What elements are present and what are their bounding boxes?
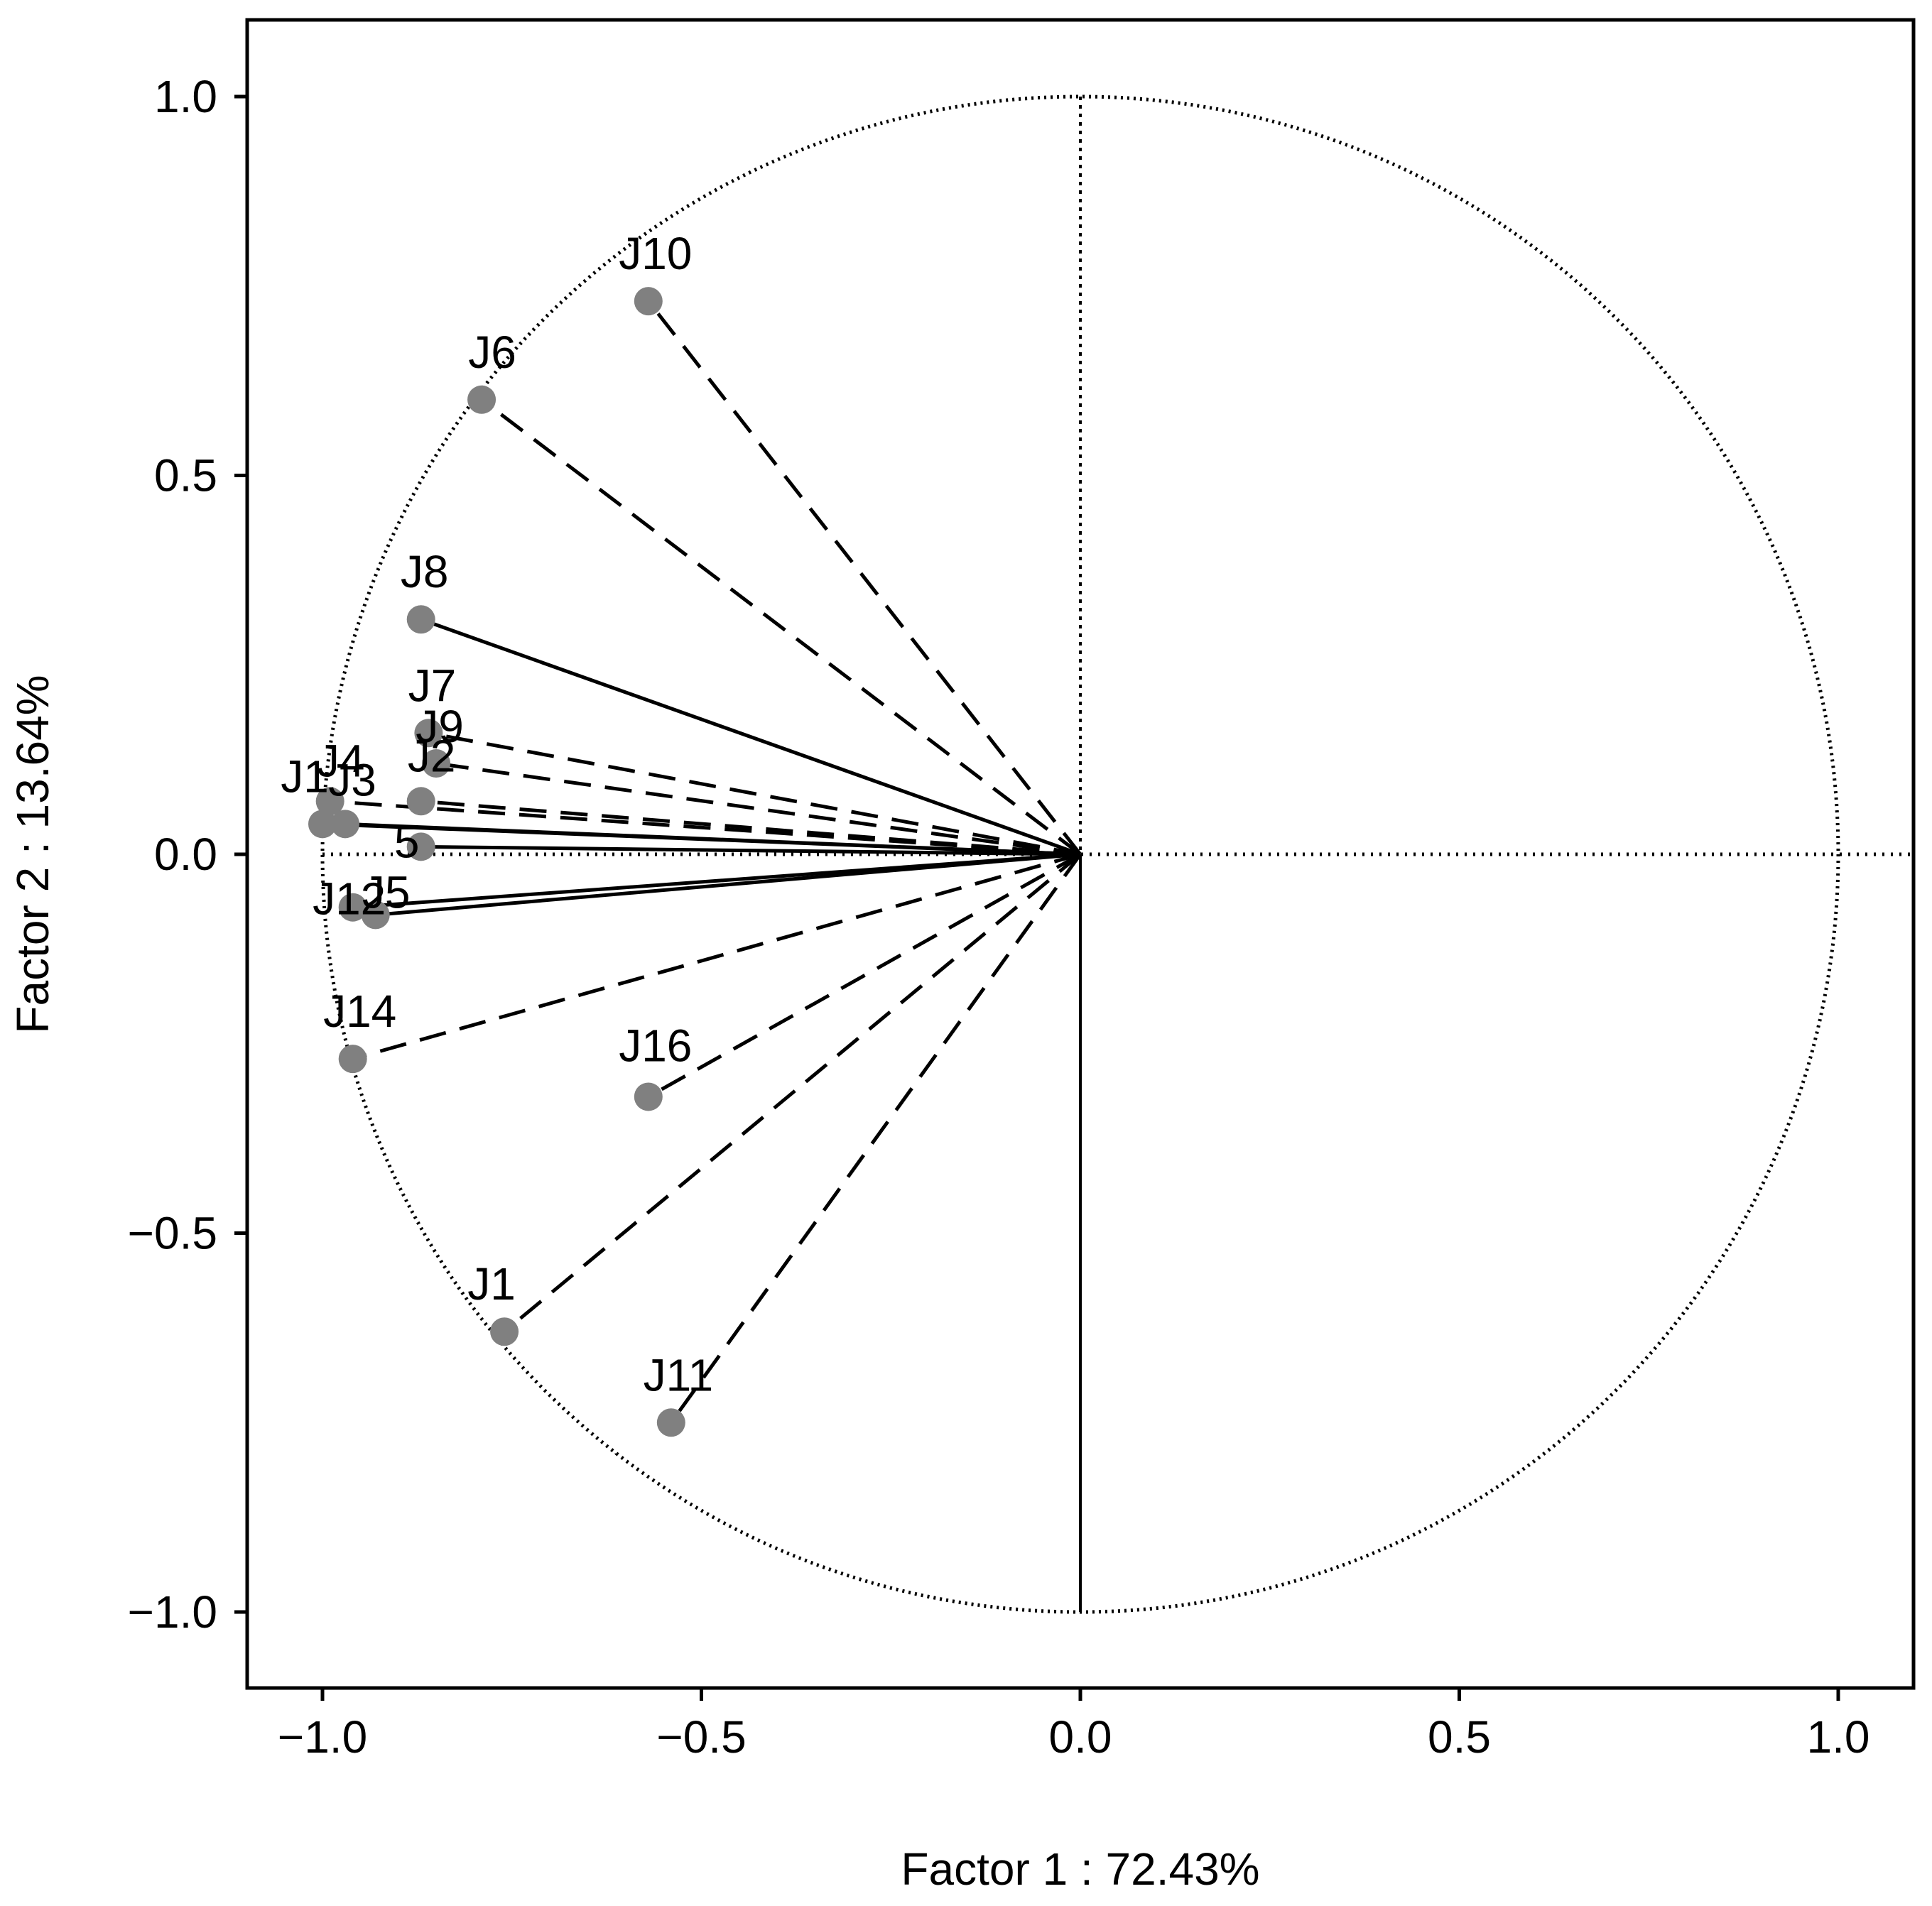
vector-j15: [420, 844, 1081, 856]
point-j10: [634, 287, 663, 316]
point-j15: [406, 832, 435, 861]
label-j1: J1: [467, 1258, 516, 1309]
y-tick-label: 0.5: [154, 450, 217, 501]
vector-j9: [435, 761, 1081, 856]
label-j8: J8: [401, 546, 449, 597]
label-j3: J3: [328, 754, 376, 805]
vector-j7: [428, 731, 1081, 856]
vector-j14: [352, 852, 1081, 1061]
vector-j10: [646, 300, 1082, 856]
point-j1: [490, 1317, 519, 1346]
y-tick-label: −1.0: [128, 1586, 217, 1638]
y-axis-title: Factor 2 : 13.64%: [7, 675, 58, 1033]
point-j16: [634, 1082, 663, 1111]
x-tick-label: −0.5: [656, 1711, 746, 1763]
vector-j4: [330, 799, 1081, 856]
vector-j13: [322, 822, 1081, 856]
vector-j2: [420, 799, 1081, 856]
x-axis-ticks: −1.0 −0.5 0.0 0.5 1.0: [278, 1688, 1870, 1763]
label-j2: J2: [408, 730, 456, 781]
point-j5: [361, 900, 390, 930]
point-j4: [315, 787, 344, 816]
x-tick-label: −1.0: [278, 1711, 367, 1763]
x-axis-title: Factor 1 : 72.43%: [901, 1844, 1259, 1895]
vector-j1: [503, 853, 1082, 1334]
label-j9: J9: [416, 701, 464, 752]
label-j10: J10: [619, 228, 692, 279]
guide-lines: [320, 94, 1914, 1614]
label-j5: J5: [362, 866, 411, 917]
point-j9: [422, 748, 451, 778]
label-j7: J7: [408, 660, 457, 711]
vector-j16: [647, 852, 1082, 1099]
point-j8: [406, 605, 435, 634]
label-j16: J16: [619, 1020, 692, 1071]
label-j14: J14: [323, 986, 396, 1037]
x-tick-label: 1.0: [1807, 1711, 1870, 1763]
loading-vectors: [322, 300, 1082, 1424]
label-j15: 5: [394, 816, 420, 867]
point-j6: [467, 385, 496, 414]
point-j3: [331, 810, 360, 839]
y-tick-label: 1.0: [154, 71, 217, 122]
point-j14: [338, 1045, 367, 1074]
point-j2: [406, 787, 435, 816]
x-tick-label: 0.0: [1049, 1711, 1112, 1763]
label-j4: J4: [317, 735, 365, 786]
vector-j11: [669, 853, 1082, 1424]
vector-j6: [480, 398, 1082, 856]
loading-points: [308, 287, 685, 1437]
point-j12: [338, 893, 367, 922]
x-tick-label: 0.5: [1428, 1711, 1491, 1763]
y-tick-label: 0.0: [154, 829, 217, 880]
y-tick-label: −0.5: [128, 1208, 217, 1259]
vector-j8: [420, 617, 1081, 856]
label-j6: J6: [468, 327, 516, 378]
point-j13: [308, 810, 337, 839]
point-j7: [414, 719, 443, 748]
point-j11: [656, 1408, 685, 1437]
label-j11: J11: [644, 1349, 713, 1400]
label-j13: J1: [281, 751, 329, 802]
vector-j12: [352, 852, 1081, 910]
label-j12: J12: [313, 873, 386, 925]
y-axis-ticks: −1.0 −0.5 0.0 0.5 1.0: [128, 71, 247, 1638]
